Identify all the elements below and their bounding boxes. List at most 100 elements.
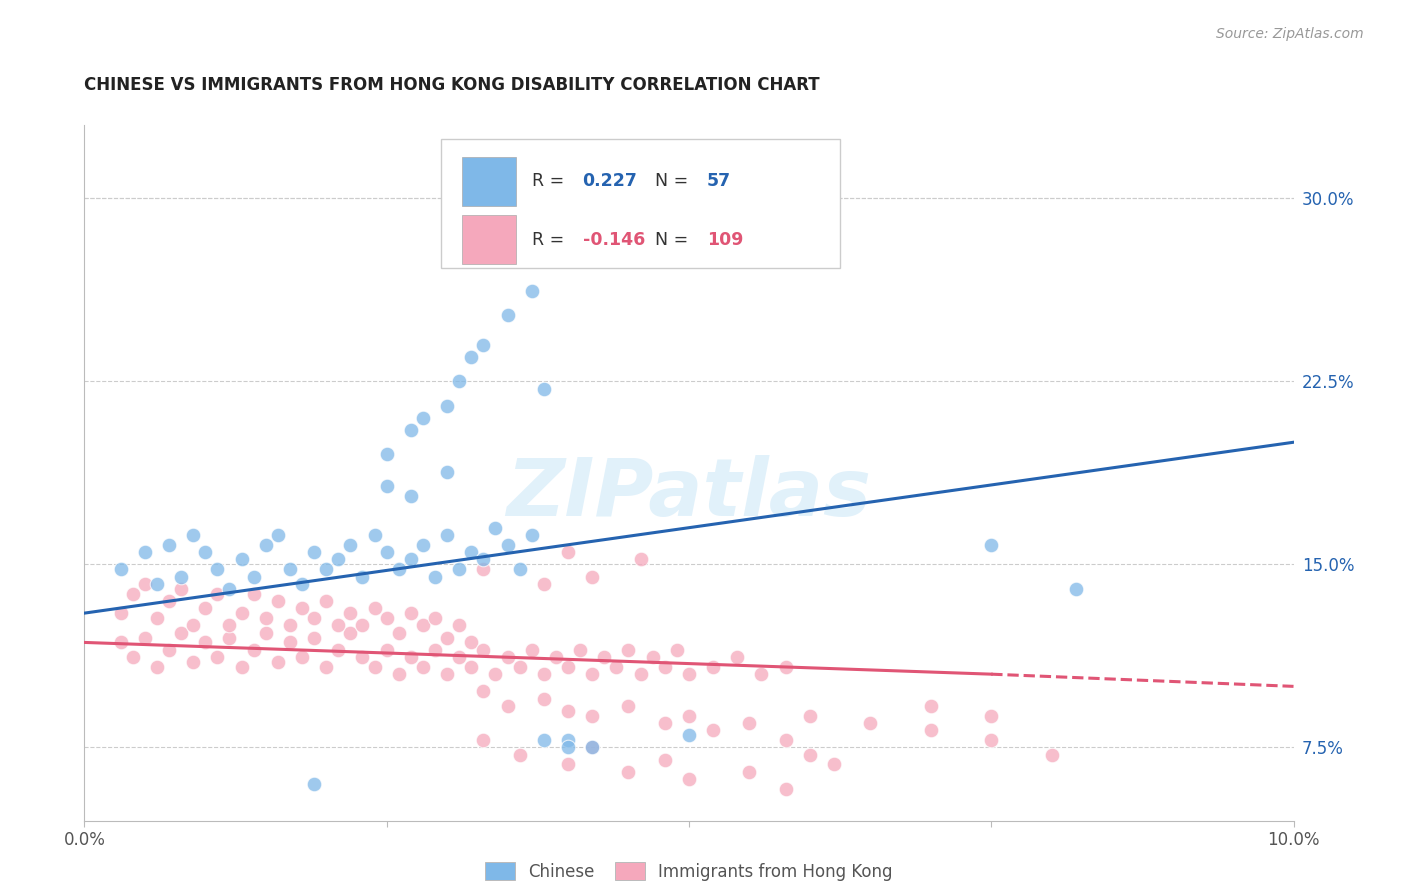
Point (134, 631, 156, 645)
Point (375, 545, 398, 559)
Text: 57: 57 (707, 172, 731, 190)
Point (436, 399, 458, 413)
Point (509, 660, 531, 674)
Point (472, 562, 495, 576)
Point (146, 611, 169, 625)
Point (157, 594, 180, 608)
Point (557, 740, 579, 755)
Point (157, 642, 180, 657)
Point (412, 618, 434, 632)
Point (533, 691, 555, 706)
Text: R =: R = (531, 231, 564, 249)
Point (859, 716, 882, 731)
Point (267, 655, 290, 669)
Point (207, 586, 229, 600)
Point (194, 601, 217, 615)
Point (302, 777, 325, 791)
Point (110, 606, 132, 620)
Point (630, 552, 652, 566)
Point (533, 577, 555, 591)
Point (242, 586, 264, 600)
Point (799, 708, 821, 723)
Point (363, 601, 385, 615)
Point (278, 618, 301, 632)
Point (449, 650, 471, 665)
Point (472, 684, 495, 698)
Point (267, 594, 290, 608)
Point (315, 562, 337, 576)
Point (375, 447, 398, 461)
Point (218, 631, 240, 645)
Point (423, 569, 446, 583)
Point (581, 667, 603, 681)
Point (702, 723, 724, 738)
Point (449, 374, 471, 388)
Point (231, 606, 253, 620)
Point (207, 650, 229, 665)
Point (702, 660, 724, 674)
Point (630, 667, 652, 681)
Point (436, 667, 458, 681)
Point (375, 611, 398, 625)
Point (678, 708, 700, 723)
Point (569, 642, 592, 657)
Legend: Chinese, Immigrants from Hong Kong: Chinese, Immigrants from Hong Kong (477, 854, 901, 888)
Point (557, 733, 579, 747)
Text: ZIPatlas: ZIPatlas (506, 455, 872, 533)
Point (484, 521, 506, 535)
Point (980, 733, 1002, 747)
Point (484, 667, 506, 681)
Point (581, 569, 603, 583)
FancyBboxPatch shape (461, 215, 516, 264)
Point (278, 635, 301, 649)
Point (920, 698, 942, 713)
Point (751, 667, 773, 681)
Point (315, 594, 337, 608)
Point (678, 772, 700, 786)
Point (557, 545, 579, 559)
Point (278, 562, 301, 576)
Point (328, 642, 350, 657)
Point (823, 757, 845, 772)
Point (291, 601, 314, 615)
Point (267, 528, 290, 542)
Point (520, 284, 543, 298)
Point (472, 642, 495, 657)
Point (242, 569, 264, 583)
Point (460, 350, 482, 364)
Point (980, 708, 1002, 723)
Point (641, 650, 664, 665)
Point (328, 552, 350, 566)
Point (665, 642, 688, 657)
Point (134, 577, 156, 591)
Text: 0.227: 0.227 (582, 172, 637, 190)
Point (170, 625, 193, 640)
Point (775, 660, 797, 674)
Point (449, 618, 471, 632)
Point (533, 667, 555, 681)
Point (388, 562, 411, 576)
Point (775, 733, 797, 747)
Point (375, 479, 398, 493)
Point (775, 781, 797, 796)
Point (412, 538, 434, 552)
Text: -0.146: -0.146 (582, 231, 645, 249)
Point (388, 667, 411, 681)
Point (291, 577, 314, 591)
Point (799, 747, 821, 762)
Text: 109: 109 (707, 231, 744, 249)
Point (399, 489, 422, 503)
Point (496, 538, 519, 552)
Point (315, 660, 337, 674)
Point (339, 606, 361, 620)
Point (1040, 747, 1063, 762)
Point (181, 618, 204, 632)
Point (509, 747, 531, 762)
Point (399, 650, 422, 665)
Point (436, 631, 458, 645)
Point (436, 528, 458, 542)
Point (181, 528, 204, 542)
Point (678, 728, 700, 742)
Point (605, 660, 627, 674)
Point (170, 582, 193, 596)
